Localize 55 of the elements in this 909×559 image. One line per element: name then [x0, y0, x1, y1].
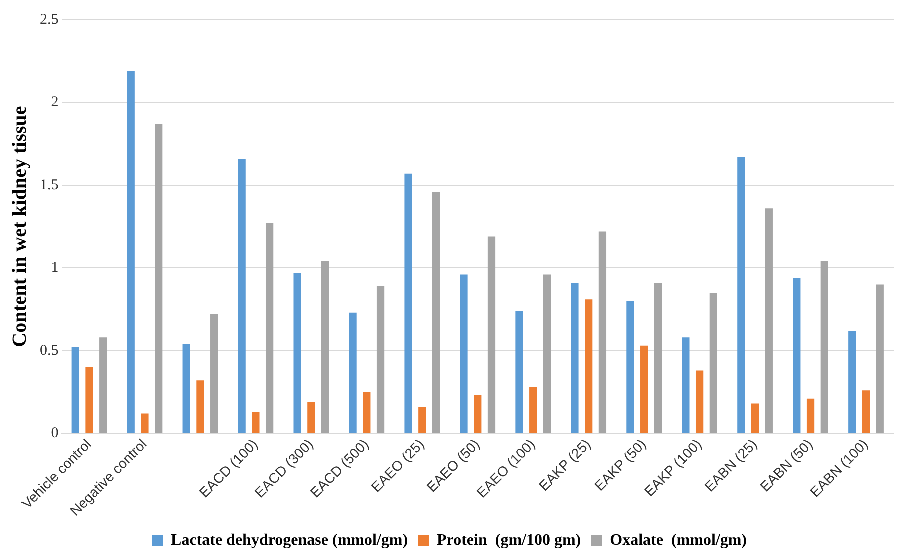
- legend-label: Oxalate (mmol/gm): [610, 532, 747, 550]
- bar: [418, 407, 426, 434]
- bar: [72, 348, 80, 434]
- bar: [682, 338, 690, 434]
- bar: [626, 301, 634, 434]
- y-tick-label: 2.5: [40, 12, 59, 28]
- bar: [100, 338, 108, 434]
- bar: [696, 370, 704, 434]
- bar: [793, 278, 801, 434]
- bar: [266, 223, 274, 434]
- bar: [585, 300, 593, 434]
- bar: [238, 158, 246, 434]
- bar: [474, 396, 482, 434]
- bar: [210, 314, 218, 434]
- legend-label: Protein (gm/100 gm): [437, 532, 582, 550]
- bar: [598, 232, 607, 434]
- y-tick-label: 0.5: [40, 342, 59, 359]
- bar: [876, 284, 884, 434]
- bar: [308, 402, 316, 434]
- bar: [182, 344, 190, 434]
- bar: [404, 174, 412, 434]
- bar: [363, 392, 371, 434]
- bar: [848, 331, 856, 434]
- y-tick-label: 2: [51, 94, 59, 111]
- bar: [321, 262, 330, 434]
- bar: [155, 124, 163, 434]
- bar: [349, 312, 357, 434]
- bar: [640, 346, 648, 434]
- bar: [432, 192, 440, 434]
- y-tick-label: 0: [51, 426, 59, 442]
- bar: [86, 367, 94, 434]
- bar: [127, 71, 135, 434]
- bar: [862, 390, 870, 434]
- bar: [516, 311, 524, 434]
- bar: [710, 292, 718, 434]
- bar: [196, 380, 204, 434]
- bar: [806, 398, 815, 434]
- bar: [376, 286, 385, 434]
- y-tick-label: 1.5: [40, 177, 59, 194]
- y-tick-label: 1: [51, 260, 59, 276]
- legend-label: Lactate dehydrogenase (mmol/gm): [171, 532, 408, 550]
- bar: [820, 262, 828, 434]
- bar: [751, 404, 760, 434]
- bar: [141, 414, 149, 434]
- bar: [460, 274, 468, 434]
- bar: [654, 283, 662, 434]
- bar: [738, 157, 746, 434]
- bar: [571, 283, 579, 434]
- bar: [294, 273, 302, 434]
- bar: [543, 274, 552, 434]
- y-axis-title: Content in wet kidney tissue: [9, 106, 32, 348]
- bar: [765, 208, 773, 434]
- bar: [488, 236, 496, 434]
- bar: [252, 412, 260, 434]
- bar: [530, 387, 538, 434]
